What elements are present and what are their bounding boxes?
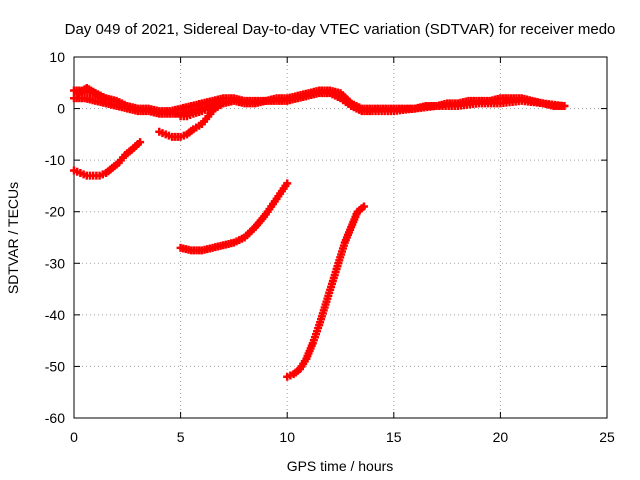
data-point-arc-dip	[219, 99, 228, 108]
x-tick-label: 0	[70, 429, 78, 445]
y-axis-label: SDTVAR / TECUs	[5, 182, 21, 294]
y-tick-label: 0	[57, 101, 65, 117]
x-tick-label: 15	[386, 429, 402, 445]
axis-ticks: 0 5 10 15 20 25 -60 -50 -40 -30 -20 -10 0 10	[45, 49, 615, 445]
x-tick-label: 25	[599, 429, 615, 445]
x-axis-label: GPS time / hours	[287, 458, 394, 474]
data-point-arc-mid	[283, 179, 292, 188]
y-tick-label: 10	[49, 49, 65, 65]
y-tick-label: -60	[45, 410, 65, 426]
x-tick-label: 10	[279, 429, 295, 445]
y-tick-label: -10	[45, 152, 65, 168]
data-points	[70, 83, 569, 381]
x-tick-label: 5	[177, 429, 185, 445]
data-point-arc-early	[136, 138, 145, 147]
data-point-arc-deep	[359, 202, 368, 211]
data-point-arc-main-lower	[560, 101, 569, 110]
plot-frame	[73, 56, 608, 419]
data-point-arc-spike	[99, 94, 108, 103]
y-tick-label: -20	[45, 204, 65, 220]
grid	[74, 57, 607, 418]
y-tick-label: -40	[45, 307, 65, 323]
chart-title: Day 049 of 2021, Sidereal Day-to-day VTE…	[65, 21, 616, 38]
x-tick-label: 20	[493, 429, 509, 445]
y-tick-label: -30	[45, 255, 65, 271]
y-tick-label: -50	[45, 358, 65, 374]
